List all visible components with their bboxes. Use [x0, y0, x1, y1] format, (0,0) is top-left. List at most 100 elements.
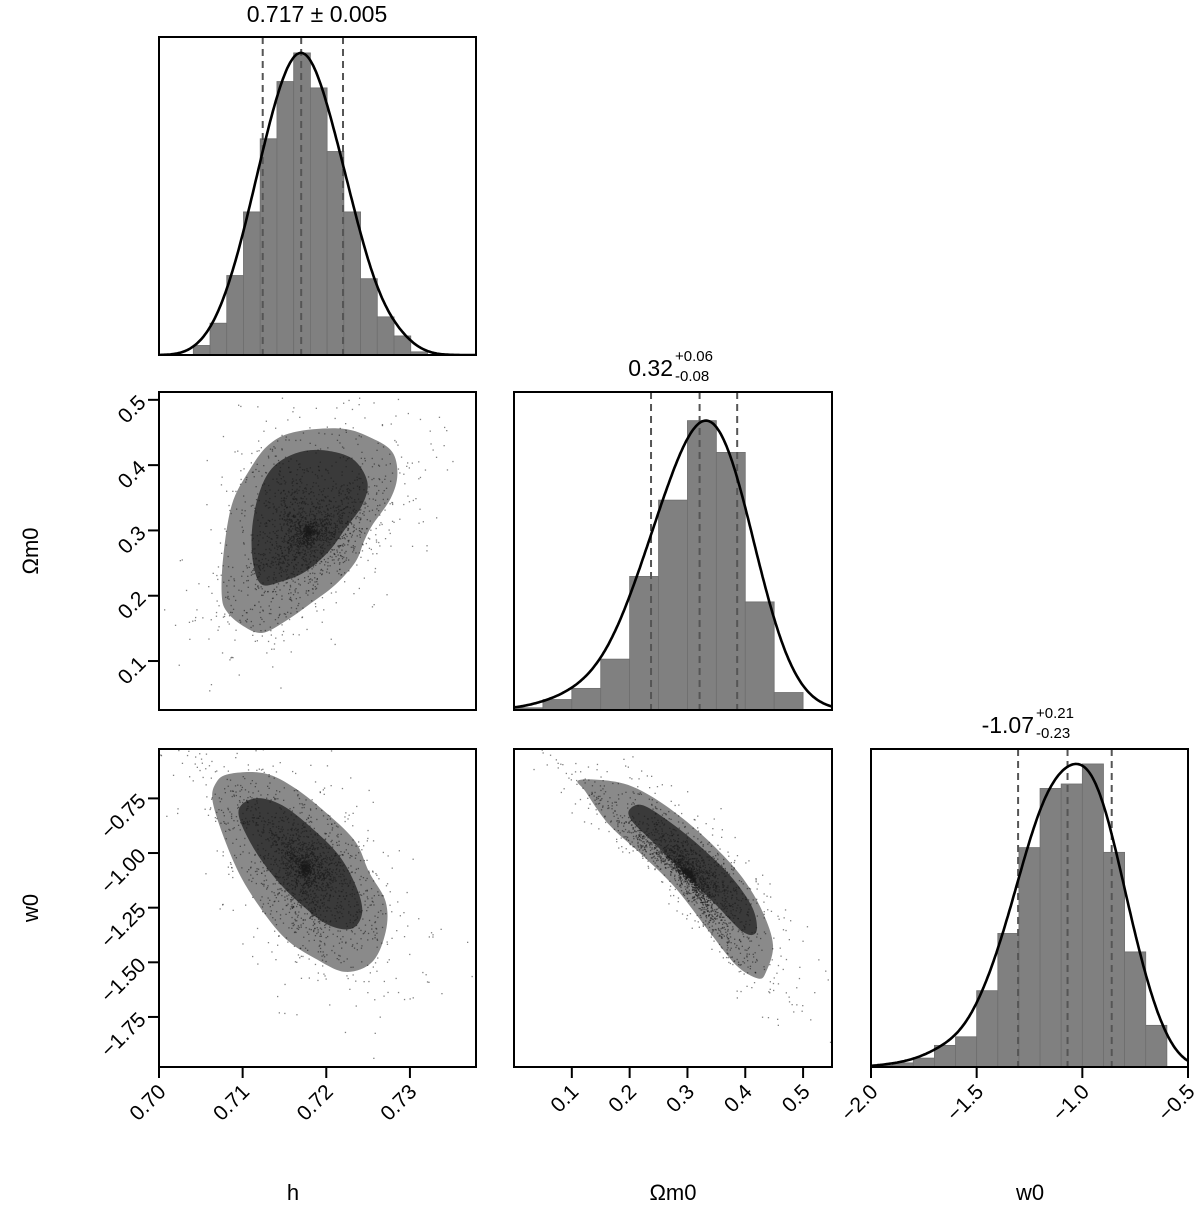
sample-point [274, 558, 275, 559]
sample-point [292, 492, 293, 493]
sample-point [289, 599, 290, 600]
sample-point [365, 503, 366, 504]
sample-point [291, 852, 292, 853]
sample-point [283, 585, 284, 586]
sample-point [420, 419, 421, 420]
sample-point [294, 946, 295, 947]
sample-point [307, 569, 308, 570]
sample-point [315, 878, 316, 879]
sample-point [245, 620, 246, 621]
sample-point [216, 575, 217, 576]
sample-point [726, 911, 727, 912]
sample-point [324, 527, 325, 528]
sample-point [311, 856, 312, 857]
sample-point [275, 493, 276, 494]
sample-point [682, 879, 683, 880]
sample-point [295, 527, 296, 528]
sample-point [286, 566, 287, 567]
sample-point [299, 855, 300, 856]
sample-point [430, 443, 431, 444]
sample-point [297, 592, 298, 593]
y-axis-label-om0: Ωm0 [18, 527, 43, 574]
sample-point [320, 448, 321, 449]
sample-point [293, 566, 294, 567]
sample-point [279, 888, 280, 889]
sample-point [308, 471, 309, 472]
sample-point [265, 558, 266, 559]
sample-point [387, 499, 388, 500]
sample-point [351, 513, 352, 514]
sample-point [315, 547, 316, 548]
sample-point [268, 942, 269, 943]
sample-point [278, 617, 279, 618]
sample-point [258, 601, 259, 602]
sample-point [651, 832, 652, 833]
sample-point [313, 902, 314, 903]
sample-point [294, 542, 295, 543]
sample-point [709, 867, 710, 868]
sample-point [376, 875, 377, 876]
sample-point [312, 843, 313, 844]
sample-point [333, 878, 334, 879]
sample-point [263, 567, 264, 568]
sample-point [330, 889, 331, 890]
sample-point [329, 535, 330, 536]
sample-point [229, 623, 230, 624]
sample-point [513, 378, 514, 379]
sample-point [298, 490, 299, 491]
sample-point [274, 526, 275, 527]
sample-point [260, 534, 261, 535]
sample-point [345, 812, 346, 813]
sample-point [295, 526, 296, 527]
sample-point [257, 535, 258, 536]
sample-point [258, 540, 259, 541]
sample-point [533, 769, 534, 770]
sample-point [303, 537, 304, 538]
sample-point [336, 887, 337, 888]
sample-point [446, 430, 447, 431]
sample-point [256, 868, 257, 869]
sample-point [283, 882, 284, 883]
sample-point [652, 834, 653, 835]
sample-point [617, 826, 618, 827]
sample-point [284, 497, 285, 498]
sample-point [376, 971, 377, 972]
sample-point [240, 406, 241, 407]
sample-point [276, 531, 277, 532]
sample-point [310, 911, 311, 912]
sample-point [269, 782, 270, 783]
sample-point [372, 458, 373, 459]
sample-point [337, 440, 338, 441]
sample-point [296, 552, 297, 553]
sample-point [278, 935, 279, 936]
sample-point [291, 573, 292, 574]
sample-point [304, 469, 305, 470]
sample-point [265, 591, 266, 592]
sample-point [315, 804, 316, 805]
sample-point [271, 561, 272, 562]
sample-point [340, 489, 341, 490]
sample-point [304, 472, 305, 473]
sample-point [337, 551, 338, 552]
sample-point [221, 484, 222, 485]
sample-point [282, 831, 283, 832]
sample-point [382, 425, 383, 426]
sample-point [296, 479, 297, 480]
sample-point [246, 565, 247, 566]
sample-point [740, 911, 741, 912]
sample-point [391, 423, 392, 424]
sample-point [327, 871, 328, 872]
sample-point [335, 891, 336, 892]
sample-point [426, 545, 427, 546]
sample-point [260, 574, 261, 575]
sample-point [330, 818, 331, 819]
sample-point [271, 649, 272, 650]
sample-point [250, 783, 251, 784]
sample-point [341, 510, 342, 511]
sample-point [746, 950, 747, 951]
sample-point [231, 816, 232, 817]
sample-point [444, 445, 445, 446]
sample-point [284, 511, 285, 512]
sample-point [274, 649, 275, 650]
sample-point [278, 853, 279, 854]
